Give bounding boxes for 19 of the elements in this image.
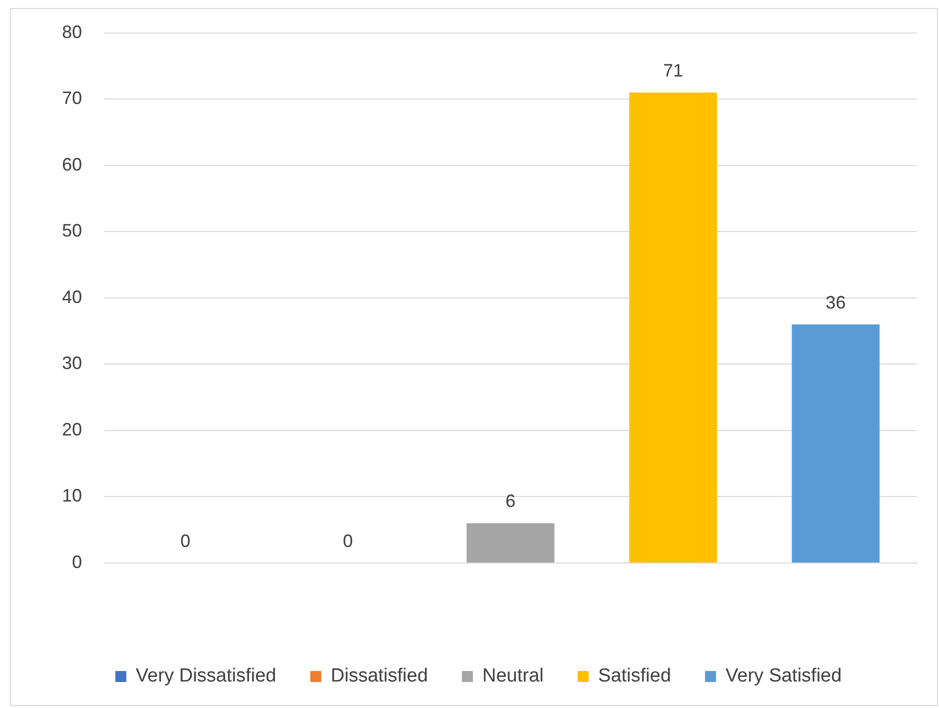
legend-label: Neutral [482, 666, 544, 687]
y-tick-label: 60 [62, 154, 82, 174]
data-label: 71 [663, 60, 684, 80]
y-tick-label: 10 [62, 486, 82, 506]
y-tick-label: 70 [62, 88, 82, 108]
legend-label: Dissatisfied [330, 666, 428, 687]
data-label: 0 [180, 530, 190, 551]
legend-label: Satisfied [598, 666, 672, 687]
y-tick-label: 20 [62, 419, 82, 440]
y-tick-label: 0 [72, 552, 82, 572]
data-label: 6 [506, 491, 516, 512]
y-tick-label: 40 [62, 286, 82, 307]
legend-label: Very Satisfied [726, 666, 842, 687]
y-tick-label: 80 [62, 22, 82, 42]
data-label: 0 [342, 530, 353, 551]
data-label: 36 [826, 292, 846, 312]
y-tick-label: 50 [62, 220, 82, 241]
legend-label: Very Dissatisfied [136, 666, 276, 687]
y-tick-label: 30 [62, 353, 82, 374]
